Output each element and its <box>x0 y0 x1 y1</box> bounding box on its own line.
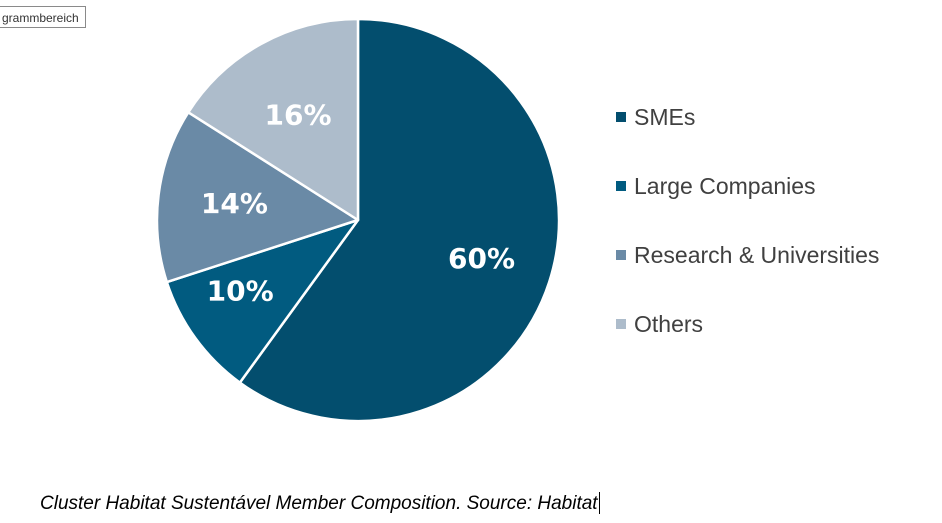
legend-swatch <box>616 181 626 191</box>
legend-swatch <box>616 319 626 329</box>
legend-swatch <box>616 250 626 260</box>
legend-item-others[interactable]: Others <box>616 306 879 342</box>
data-label-smes: 60% <box>448 242 515 275</box>
pie-slice-smes[interactable] <box>238 17 561 423</box>
pie-labels: 60% 10% 14% 16% <box>201 98 515 307</box>
legend-item-research-and-universities[interactable]: Research & Universities <box>616 237 879 273</box>
chart-legend[interactable]: SMEs Large Companies Research & Universiti… <box>616 99 879 375</box>
chart-area-tag[interactable]: grammbereich <box>0 6 86 28</box>
pie-slices <box>155 17 561 423</box>
pie-slice-large-companies[interactable] <box>165 218 360 384</box>
legend-label: Others <box>634 310 704 337</box>
data-label-large-companies: 10% <box>207 275 274 308</box>
text-cursor <box>598 492 600 514</box>
data-label-research-and-universities: 14% <box>201 187 268 220</box>
legend-label: SMEs <box>634 103 696 130</box>
legend-item-large-companies[interactable]: Large Companies <box>616 168 879 204</box>
caption-text: Cluster Habitat Sustentável Member Compo… <box>40 493 598 514</box>
legend-label: Research & Universities <box>634 241 880 268</box>
data-label-others: 16% <box>264 98 331 131</box>
figure-caption: Cluster Habitat Sustentável Member Compo… <box>40 492 600 515</box>
legend-label: Large Companies <box>634 172 816 199</box>
legend-swatch <box>616 112 626 122</box>
pie-slice-others[interactable] <box>187 17 360 222</box>
pie-slice-research-and-universities[interactable] <box>155 111 360 284</box>
legend-item-smes[interactable]: SMEs <box>616 99 879 135</box>
